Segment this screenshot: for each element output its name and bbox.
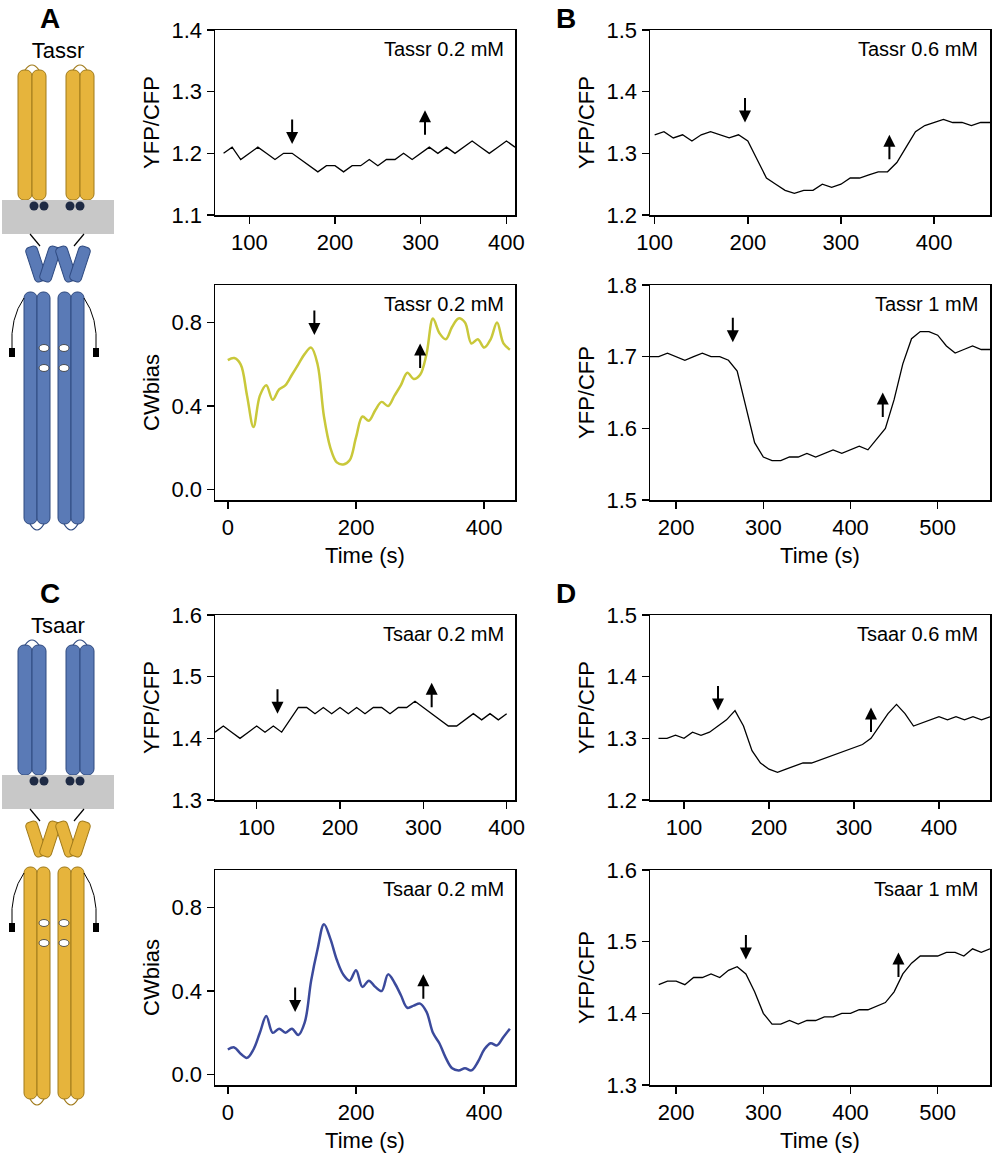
svg-text:1.5: 1.5: [607, 603, 638, 628]
svg-text:100: 100: [238, 815, 275, 840]
svg-text:1.6: 1.6: [607, 858, 638, 883]
svg-text:Tassr 1 mM: Tassr 1 mM: [875, 293, 978, 315]
svg-text:200: 200: [338, 1100, 375, 1125]
svg-text:Tassr 0.6 mM: Tassr 0.6 mM: [858, 38, 978, 60]
svg-text:Tsaar 0.2 mM: Tsaar 0.2 mM: [383, 623, 504, 645]
svg-text:1.2: 1.2: [607, 788, 638, 813]
svg-text:100: 100: [666, 815, 703, 840]
svg-text:Tassr 0.2 mM: Tassr 0.2 mM: [384, 293, 504, 315]
svg-text:Time (s): Time (s): [780, 1128, 860, 1153]
svg-text:1.3: 1.3: [607, 141, 638, 166]
svg-text:0.8: 0.8: [172, 310, 203, 335]
svg-text:Time (s): Time (s): [325, 1128, 405, 1153]
svg-text:100: 100: [636, 230, 673, 255]
svg-text:1.4: 1.4: [172, 18, 203, 43]
svg-text:Tsaar 0.2 mM: Tsaar 0.2 mM: [383, 878, 504, 900]
svg-text:1.2: 1.2: [607, 203, 638, 228]
svg-text:1.8: 1.8: [607, 273, 638, 298]
svg-text:YFP/CFP: YFP/CFP: [574, 931, 599, 1024]
svg-text:300: 300: [402, 230, 439, 255]
svg-text:1.3: 1.3: [607, 726, 638, 751]
svg-text:0: 0: [222, 1100, 234, 1125]
svg-text:400: 400: [921, 815, 958, 840]
svg-text:Time (s): Time (s): [780, 543, 860, 568]
svg-text:0.8: 0.8: [172, 895, 203, 920]
svg-text:Tsaar 1 mM: Tsaar 1 mM: [874, 878, 978, 900]
svg-text:1.3: 1.3: [607, 1073, 638, 1098]
svg-text:Time (s): Time (s): [325, 543, 405, 568]
svg-text:400: 400: [488, 815, 525, 840]
svg-text:200: 200: [658, 515, 695, 540]
svg-text:Tassr 0.2 mM: Tassr 0.2 mM: [384, 38, 504, 60]
svg-text:200: 200: [751, 815, 788, 840]
svg-text:YFP/CFP: YFP/CFP: [574, 661, 599, 754]
svg-text:500: 500: [919, 515, 956, 540]
svg-text:1.5: 1.5: [607, 929, 638, 954]
svg-text:400: 400: [466, 1100, 503, 1125]
svg-text:D: D: [556, 578, 576, 609]
svg-text:1.5: 1.5: [607, 18, 638, 43]
svg-text:300: 300: [405, 815, 442, 840]
svg-text:100: 100: [231, 230, 268, 255]
svg-text:400: 400: [466, 515, 503, 540]
svg-text:1.3: 1.3: [172, 788, 203, 813]
svg-text:300: 300: [836, 815, 873, 840]
svg-text:1.4: 1.4: [607, 664, 638, 689]
svg-text:1.4: 1.4: [172, 726, 203, 751]
svg-text:YFP/CFP: YFP/CFP: [139, 76, 164, 169]
svg-text:YFP/CFP: YFP/CFP: [574, 76, 599, 169]
svg-text:1.6: 1.6: [607, 416, 638, 441]
svg-text:200: 200: [322, 815, 359, 840]
svg-text:300: 300: [745, 1100, 782, 1125]
svg-text:C: C: [40, 578, 60, 609]
svg-text:1.4: 1.4: [607, 1001, 638, 1026]
svg-text:1.3: 1.3: [172, 79, 203, 104]
svg-text:1.7: 1.7: [607, 344, 638, 369]
svg-text:Tsaar: Tsaar: [31, 613, 85, 638]
svg-text:300: 300: [745, 515, 782, 540]
svg-text:1.5: 1.5: [607, 488, 638, 513]
svg-text:400: 400: [488, 230, 525, 255]
svg-text:1.4: 1.4: [607, 79, 638, 104]
svg-text:1.6: 1.6: [172, 603, 203, 628]
svg-text:200: 200: [729, 230, 766, 255]
svg-text:Tassr: Tassr: [32, 38, 85, 63]
svg-text:Tsaar 0.6 mM: Tsaar 0.6 mM: [857, 623, 978, 645]
svg-text:YFP/CFP: YFP/CFP: [139, 661, 164, 754]
svg-text:1.1: 1.1: [172, 203, 203, 228]
svg-text:A: A: [40, 3, 60, 34]
svg-text:CWbias: CWbias: [139, 354, 164, 431]
svg-text:400: 400: [916, 230, 953, 255]
svg-text:1.2: 1.2: [172, 141, 203, 166]
svg-text:200: 200: [317, 230, 354, 255]
svg-text:B: B: [556, 3, 576, 34]
svg-text:YFP/CFP: YFP/CFP: [574, 346, 599, 439]
svg-text:500: 500: [919, 1100, 956, 1125]
svg-text:0.0: 0.0: [172, 1062, 203, 1087]
svg-text:0.0: 0.0: [172, 477, 203, 502]
svg-text:0.4: 0.4: [172, 394, 203, 419]
svg-text:1.5: 1.5: [172, 664, 203, 689]
svg-text:400: 400: [832, 1100, 869, 1125]
svg-text:0.4: 0.4: [172, 979, 203, 1004]
svg-text:0: 0: [222, 515, 234, 540]
svg-text:CWbias: CWbias: [139, 939, 164, 1016]
svg-text:400: 400: [832, 515, 869, 540]
svg-text:200: 200: [658, 1100, 695, 1125]
svg-text:200: 200: [338, 515, 375, 540]
svg-text:300: 300: [823, 230, 860, 255]
